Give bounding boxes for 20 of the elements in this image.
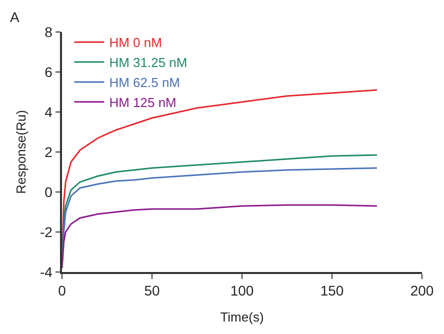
legend-label: HM 62.5 nM bbox=[109, 75, 180, 90]
x-tick-label: 200 bbox=[410, 282, 434, 299]
x-axis-title: Time(s) bbox=[220, 310, 264, 324]
x-tick-label: 150 bbox=[320, 282, 344, 299]
text: A bbox=[10, 9, 20, 25]
x-tick-label: 0 bbox=[58, 282, 66, 299]
y-tick-label: 2 bbox=[44, 144, 53, 160]
x-tick-label: 100 bbox=[230, 282, 254, 299]
y-axis-title: Response(Ru) bbox=[14, 110, 28, 194]
y-tick-label: 0 bbox=[44, 184, 53, 200]
legend-label: HM 125 nM bbox=[109, 94, 176, 110]
legend-label: HM 31.25 nM bbox=[109, 55, 188, 70]
x-tick-label: 50 bbox=[144, 282, 160, 299]
y-tick-label: -4 bbox=[40, 264, 53, 280]
y-tick-label: 4 bbox=[44, 104, 53, 120]
line-series bbox=[62, 204, 378, 269]
y-tick-label: 6 bbox=[44, 64, 53, 80]
legend-label: HM 0 nM bbox=[109, 35, 162, 50]
y-tick-label: 8 bbox=[44, 24, 53, 40]
y-tick-label: -2 bbox=[40, 224, 53, 240]
